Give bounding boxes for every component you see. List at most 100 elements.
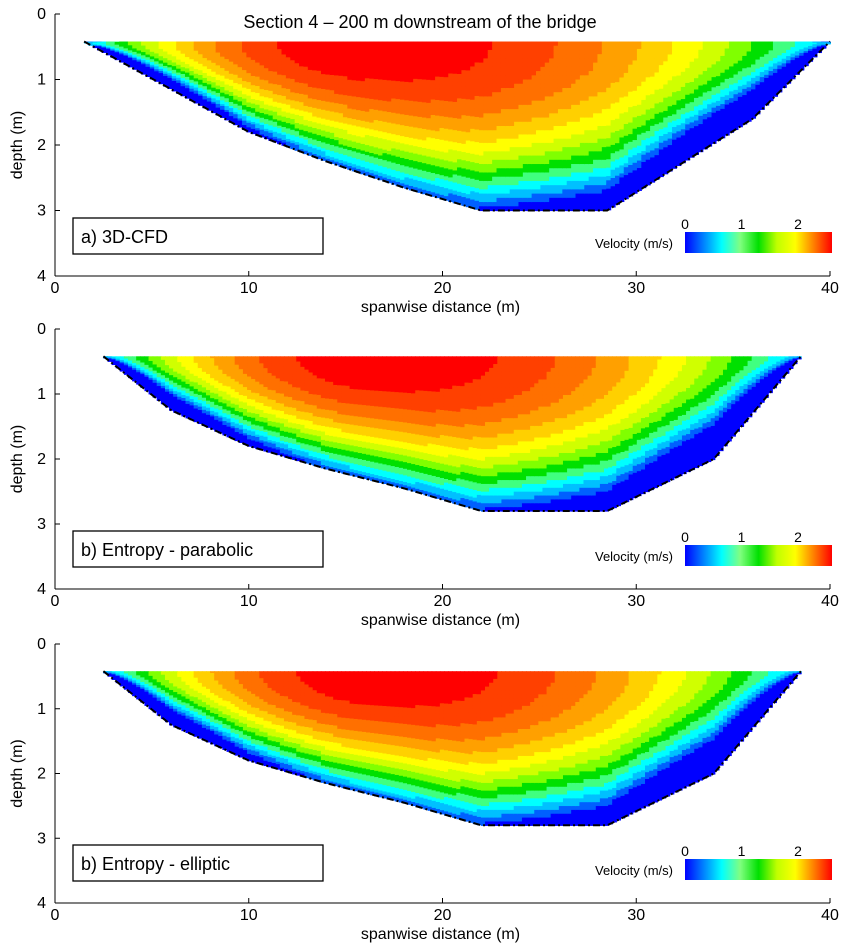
- contour-cell: [518, 54, 524, 59]
- contour-cell: [430, 87, 436, 93]
- contour-cell: [421, 45, 427, 50]
- contour-cell: [465, 107, 471, 113]
- contour-cell: [290, 121, 296, 126]
- contour-cell: [610, 49, 616, 55]
- contour-cell: [606, 104, 612, 110]
- contour-cell: [522, 96, 528, 102]
- contour-cell: [597, 197, 603, 203]
- contour-cell: [272, 86, 278, 90]
- contour-cell: [338, 82, 344, 86]
- contour-cell: [478, 113, 484, 119]
- contour-cell: [329, 68, 335, 73]
- contour-cell: [443, 81, 449, 86]
- contour-cell: [127, 64, 133, 67]
- contour-cell: [215, 70, 221, 74]
- contour-cell: [184, 91, 190, 94]
- contour-cell: [623, 45, 629, 50]
- contour-cell: [461, 49, 467, 55]
- contour-cell: [557, 130, 563, 136]
- contour-cell: [514, 138, 520, 144]
- contour-cell: [334, 121, 340, 126]
- contour-cell: [505, 45, 511, 51]
- contour-cell: [206, 92, 212, 96]
- contour-cell: [540, 83, 546, 89]
- contour-cell: [500, 62, 506, 68]
- contour-cell: [514, 197, 520, 203]
- contour-cell: [619, 141, 625, 147]
- contour-cell: [364, 165, 370, 170]
- contour-cell: [404, 56, 410, 61]
- contour-cell: [623, 143, 629, 149]
- contour-cell: [378, 76, 384, 81]
- contour-cell: [360, 120, 366, 125]
- contour-cell: [522, 54, 528, 59]
- contour-cell: [628, 95, 634, 100]
- contour-cell: [378, 148, 384, 153]
- contour-cell: [439, 61, 445, 66]
- contour-cell: [145, 67, 151, 70]
- contour-cell: [505, 104, 511, 110]
- contour-cell: [202, 67, 208, 71]
- contour-cell: [448, 89, 454, 95]
- contour-cell: [544, 176, 550, 182]
- contour-cell: [242, 116, 248, 120]
- contour-cell: [487, 92, 493, 98]
- contour-cell: [167, 73, 173, 75]
- contour-cell: [426, 168, 432, 173]
- contour-cell: [399, 132, 405, 137]
- contour-cell: [347, 162, 353, 167]
- contour-cell: [307, 41, 313, 45]
- contour-cell: [193, 92, 199, 95]
- contour-cell: [338, 150, 344, 155]
- contour-cell: [518, 180, 524, 186]
- contour-cell: [391, 80, 397, 85]
- contour-cell: [509, 54, 515, 59]
- contour-cell: [575, 100, 581, 106]
- contour-cell: [312, 47, 318, 51]
- contour-cell: [189, 44, 195, 47]
- contour-cell: [391, 127, 397, 132]
- contour-cell: [224, 90, 230, 93]
- contour-cell: [382, 100, 388, 105]
- contour-cell: [566, 100, 572, 106]
- contour-cell: [614, 61, 620, 67]
- contour-cell: [509, 45, 515, 51]
- contour-cell: [154, 68, 160, 70]
- contour-cell: [180, 76, 186, 79]
- contour-cell: [628, 68, 634, 73]
- contour-cell: [505, 151, 511, 157]
- contour-cell: [505, 130, 511, 136]
- contour-cell: [470, 120, 476, 126]
- contour-cell: [149, 74, 155, 76]
- contour-cell: [553, 66, 559, 72]
- contour-cell: [132, 53, 138, 56]
- contour-cell: [202, 41, 208, 44]
- contour-cell: [184, 44, 190, 47]
- contour-cell: [364, 88, 370, 93]
- contour-cell: [395, 99, 401, 104]
- contour-cell: [342, 136, 348, 140]
- contour-cell: [536, 54, 541, 59]
- contour-cell: [211, 57, 217, 60]
- contour-cell: [562, 100, 568, 106]
- contour-cell: [237, 86, 243, 90]
- contour-cell: [426, 110, 432, 115]
- contour-cell: [250, 50, 256, 54]
- contour-cell: [571, 113, 577, 119]
- contour-cell: [342, 88, 348, 93]
- contour-cell: [141, 67, 147, 69]
- contour-cell: [189, 56, 195, 59]
- contour-cell: [417, 139, 423, 144]
- contour-cell: [531, 83, 537, 89]
- contour-cell: [527, 168, 533, 174]
- contour-cell: [417, 52, 423, 58]
- contour-cell: [246, 116, 252, 119]
- contour-cell: [579, 49, 585, 55]
- contour-cell: [268, 105, 274, 109]
- contour-cell: [439, 143, 445, 149]
- contour-cell: [610, 124, 616, 129]
- contour-cell: [158, 76, 164, 78]
- contour-cell: [281, 41, 287, 45]
- contour-cell: [316, 129, 322, 133]
- contour-cell: [514, 113, 520, 119]
